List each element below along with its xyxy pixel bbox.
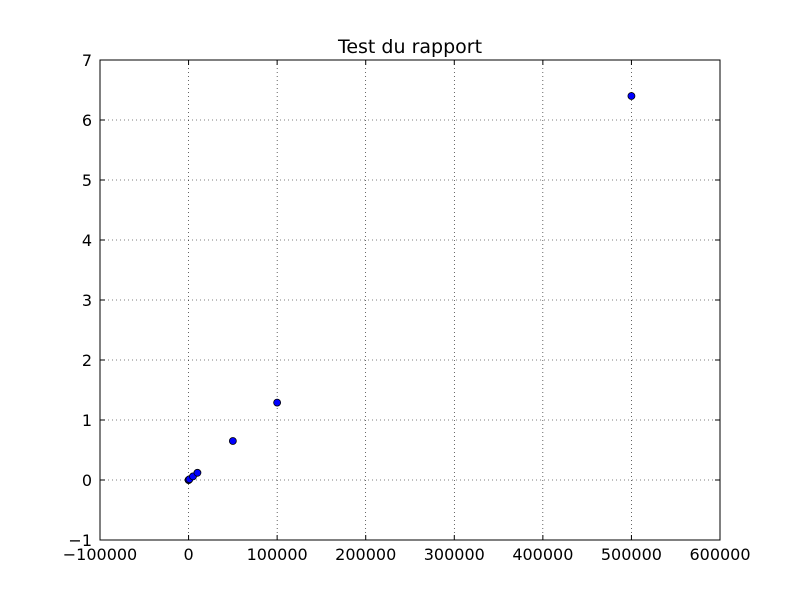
x-tick-label: 200000 <box>335 545 396 564</box>
x-tick-label: 300000 <box>424 545 485 564</box>
x-tick-label: 500000 <box>601 545 662 564</box>
data-point <box>228 437 237 445</box>
y-tick-label: 0 <box>82 471 92 490</box>
data-point <box>193 468 202 477</box>
y-tick-label: 2 <box>82 351 92 370</box>
data-point <box>273 398 282 407</box>
chart-title: Test du rapport <box>337 36 482 58</box>
y-tick-label: 7 <box>82 51 92 70</box>
data-points <box>184 92 636 484</box>
x-tick-label: −100000 <box>63 545 137 564</box>
x-tick-label: 0 <box>183 545 193 564</box>
y-tick-label: 1 <box>82 411 92 430</box>
y-tick-label: −1 <box>68 531 92 550</box>
y-tick-label: 5 <box>82 171 92 190</box>
y-tick-label: 4 <box>82 231 92 250</box>
x-tick-label: 600000 <box>689 545 750 564</box>
y-tick-label: 3 <box>82 291 92 310</box>
axis-ticks <box>99 59 721 541</box>
data-point <box>627 92 636 100</box>
tick-labels: −100000 0 100000 200000 300000 400000 500000 60… <box>63 51 751 564</box>
x-tick-label: 400000 <box>512 545 573 564</box>
y-tick-label: 6 <box>82 111 92 130</box>
x-tick-label: 100000 <box>247 545 308 564</box>
grid-lines <box>99 59 721 541</box>
